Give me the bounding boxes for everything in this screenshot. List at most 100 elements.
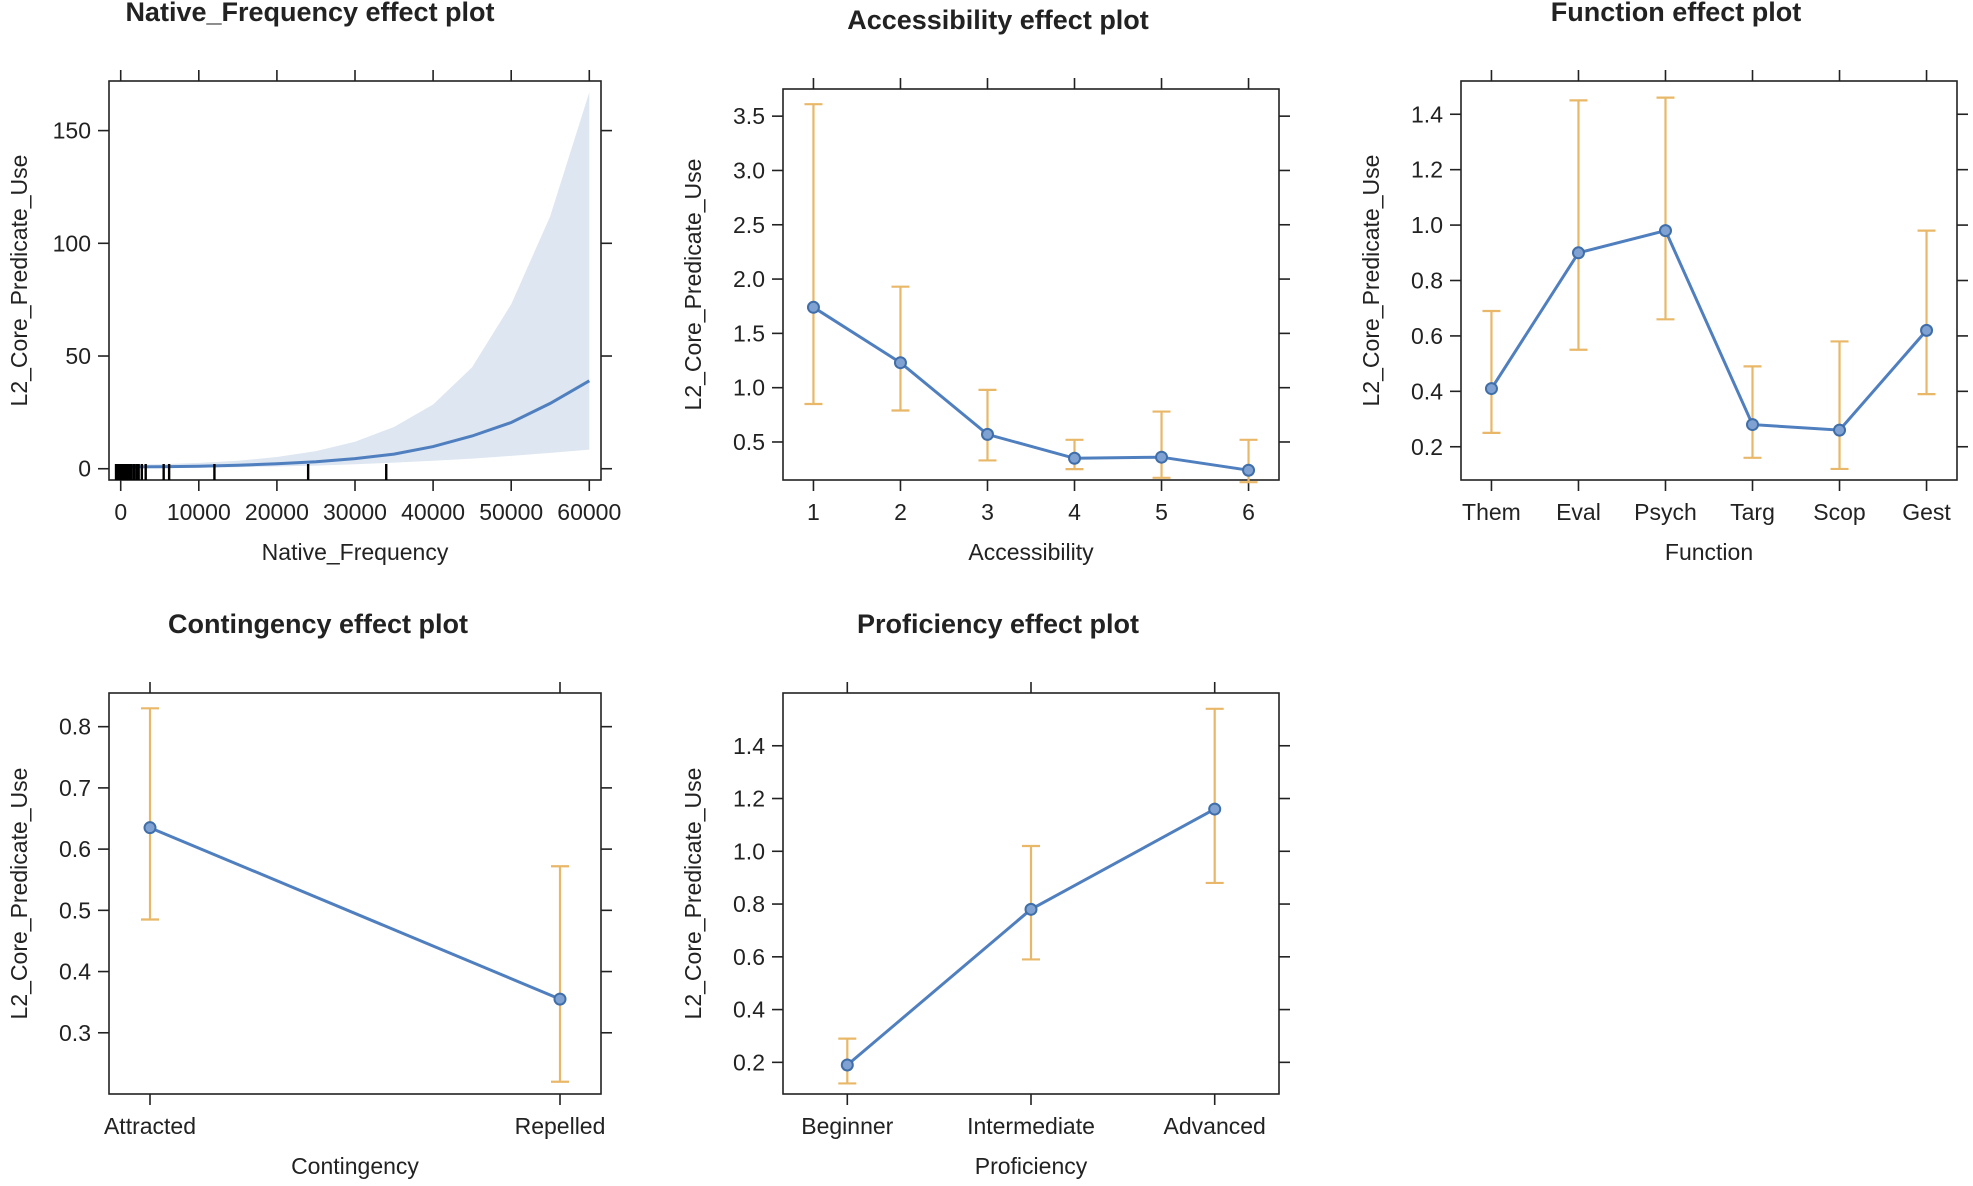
plot-frame (1460, 80, 1958, 481)
x-axis-label: Function (1665, 539, 1753, 565)
chart-title: Function effect plot (1551, 0, 1801, 27)
x-tick-label: 60000 (557, 499, 621, 525)
effect-point (1024, 902, 1038, 916)
plot-frame (782, 88, 1280, 481)
y-tick-label: 0.8 (1411, 268, 1443, 294)
x-tick-label: 10000 (167, 499, 231, 525)
x-tick-label: 5 (1155, 499, 1168, 525)
x-tick-label: 2 (894, 499, 907, 525)
effect-line (149, 826, 561, 1001)
y-tick-label: 0.6 (733, 944, 765, 970)
x-tick-label: Advanced (1164, 1113, 1266, 1139)
y-tick-label: 0.2 (1411, 434, 1443, 460)
effect-point (1068, 451, 1082, 465)
y-tick-label: 0.4 (733, 997, 765, 1023)
x-tick-label: Attracted (104, 1113, 196, 1139)
effect-point (1242, 463, 1256, 477)
y-axis-label: L2_Core_Predicate_Use (680, 159, 706, 411)
panel-proficiency: Proficiency effect plot Beginner Intermedi… (680, 609, 1290, 1179)
panel-access: Accessibility effect plot 1 2 3 4 5 6 0.5 1.0 1.5… (680, 5, 1290, 565)
x-tick-label: Beginner (801, 1113, 893, 1139)
x-tick-label: 4 (1068, 499, 1081, 525)
effect-point (1484, 382, 1498, 396)
chart-title: Proficiency effect plot (857, 609, 1139, 639)
x-axis-label: Native_Frequency (262, 539, 449, 565)
y-tick-label: 0.4 (59, 959, 91, 985)
chart-title: Native_Frequency effect plot (125, 0, 494, 27)
y-axis-label: L2_Core_Predicate_Use (1358, 155, 1384, 407)
effect-line (1490, 228, 1928, 432)
y-tick-label: 1.4 (1411, 101, 1443, 127)
effect-point (1920, 323, 1934, 337)
y-tick-label: 0.2 (733, 1049, 765, 1075)
x-axis-label: Proficiency (975, 1153, 1088, 1179)
y-tick-label: 0.3 (59, 1020, 91, 1046)
effect-point (840, 1058, 854, 1072)
y-tick-label: 1.5 (733, 320, 765, 346)
plot-frame (108, 692, 602, 1095)
effect-point (893, 356, 907, 370)
x-tick-label: 40000 (401, 499, 465, 525)
y-tick-label: 0.7 (59, 775, 91, 801)
effect-point (1833, 423, 1847, 437)
y-axis-label: L2_Core_Predicate_Use (6, 768, 32, 1020)
panel-function: Function effect plot Them Eval Psych Targ Sco… (1358, 0, 1968, 565)
y-tick-label: 0.4 (1411, 378, 1443, 404)
x-tick-label: Intermediate (967, 1113, 1095, 1139)
effect-point (806, 300, 820, 314)
fit-line (120, 379, 591, 469)
y-axis-label: L2_Core_Predicate_Use (6, 155, 32, 407)
y-tick-label: 0.5 (733, 429, 765, 455)
y-tick-label: 0.6 (59, 836, 91, 862)
x-axis-label: Contingency (291, 1153, 419, 1179)
effect-point (1746, 418, 1760, 432)
x-tick-label: Gest (1902, 499, 1951, 525)
x-tick-label: 0 (114, 499, 127, 525)
effect-point (553, 992, 567, 1006)
chart-title: Contingency effect plot (168, 609, 468, 639)
x-tick-label: 3 (981, 499, 994, 525)
x-tick-label: 6 (1242, 499, 1255, 525)
x-tick-label: 1 (807, 499, 820, 525)
effect-point (143, 821, 157, 835)
x-axis-label: Accessibility (968, 539, 1094, 565)
x-tick-label: Scop (1813, 499, 1865, 525)
y-axis-label: L2_Core_Predicate_Use (680, 768, 706, 1020)
y-tick-label: 0.8 (733, 891, 765, 917)
y-tick-label: 2.5 (733, 212, 765, 238)
effect-point (980, 427, 994, 441)
y-tick-label: 50 (65, 343, 91, 369)
y-tick-label: 3.5 (733, 103, 765, 129)
x-tick-label: Them (1462, 499, 1521, 525)
x-tick-label: Targ (1730, 499, 1775, 525)
effect-point (1155, 450, 1169, 464)
y-tick-label: 1.2 (733, 786, 765, 812)
x-tick-label: Repelled (515, 1113, 606, 1139)
effect-line (812, 306, 1249, 472)
y-tick-label: 3.0 (733, 157, 765, 183)
y-tick-label: 2.0 (733, 266, 765, 292)
chart-title: Accessibility effect plot (847, 5, 1149, 35)
y-tick-label: 1.0 (733, 375, 765, 401)
y-tick-label: 0.8 (59, 714, 91, 740)
y-tick-label: 1.0 (1411, 212, 1443, 238)
x-tick-label: 30000 (323, 499, 387, 525)
x-tick-label: 20000 (245, 499, 309, 525)
x-tick-label: Psych (1634, 499, 1697, 525)
panel-native: Native_Frequency effect plot 0 10000 20000 3… (6, 0, 621, 565)
y-tick-label: 1.4 (733, 733, 765, 759)
x-tick-label: 50000 (479, 499, 543, 525)
y-tick-label: 0 (78, 456, 91, 482)
y-tick-label: 100 (53, 230, 91, 256)
effect-point (1208, 802, 1222, 816)
y-tick-label: 0.5 (59, 897, 91, 923)
x-tick-label: Eval (1556, 499, 1601, 525)
y-tick-label: 1.0 (733, 838, 765, 864)
panel-contingency: Contingency effect plot Attracted Repelled… (6, 609, 612, 1179)
y-tick-label: 150 (53, 118, 91, 144)
y-tick-label: 0.6 (1411, 323, 1443, 349)
effect-point (1571, 246, 1585, 260)
effect-point (1658, 224, 1672, 238)
